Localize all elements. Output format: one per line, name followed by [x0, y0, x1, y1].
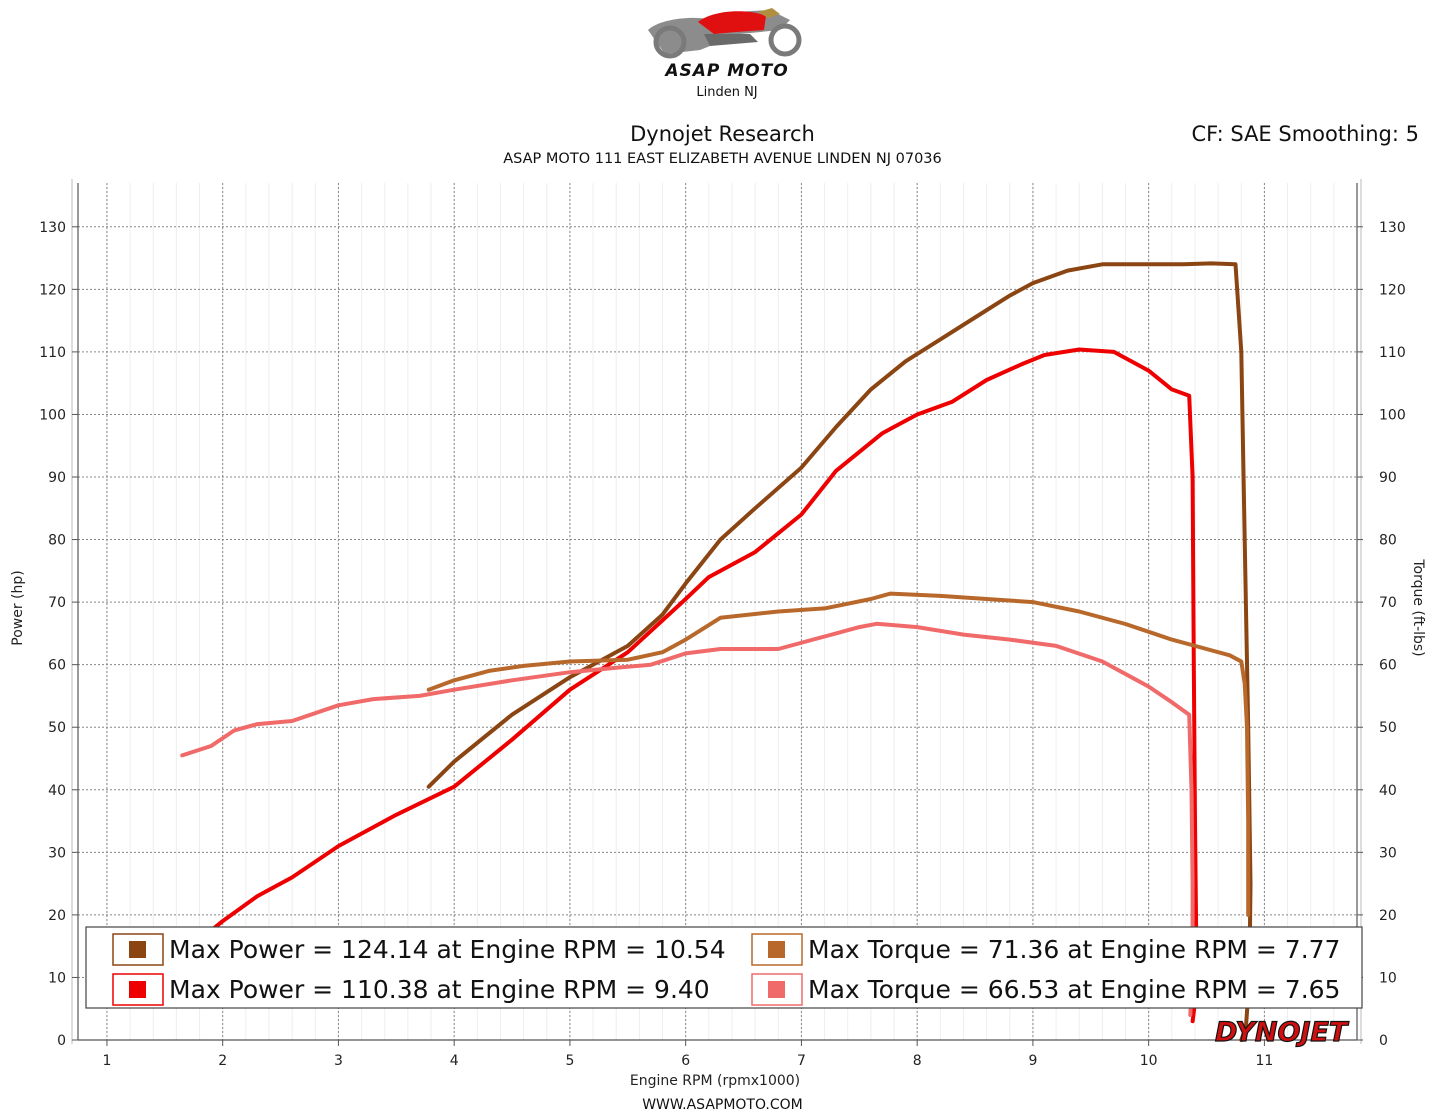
right-y-axis-label: Torque (ft-lbs) — [1410, 558, 1426, 656]
motorcycle-wrench-icon — [648, 8, 802, 59]
right-y-tick-label: 100 — [1379, 407, 1406, 423]
legend-swatch — [768, 981, 785, 998]
left-y-axis-label: Power (hp) — [10, 570, 26, 645]
plot-grid — [78, 183, 1357, 1040]
right-y-tick-label: 50 — [1379, 720, 1397, 736]
x-tick-label: 5 — [565, 1053, 574, 1069]
legend-box: Max Power = 124.14 at Engine RPM = 10.54… — [85, 926, 1363, 1009]
series-lines — [180, 261, 1253, 1042]
legend-swatch — [129, 941, 146, 958]
legend-swatch-frame — [112, 933, 164, 966]
right-y-tick-label: 60 — [1379, 658, 1397, 674]
left-y-tick-label: 60 — [48, 658, 66, 674]
left-y-tick-label: 40 — [48, 783, 66, 799]
left-y-tick-label: 100 — [39, 407, 66, 423]
footer-website: WWW.ASAPMOTO.COM — [642, 1097, 803, 1113]
x-tick-label: 2 — [218, 1053, 227, 1069]
left-y-tick-label: 0 — [57, 1033, 66, 1049]
asap-moto-logo: ASAP MOTO Linden NJ — [648, 8, 802, 100]
x-tick-label: 11 — [1255, 1053, 1273, 1069]
x-tick-label: 4 — [450, 1053, 459, 1069]
right-y-tick-label: 130 — [1379, 220, 1406, 236]
right-y-tick-label: 20 — [1379, 908, 1397, 924]
left-y-tick-label: 80 — [48, 533, 66, 549]
chart-title: Dynojet Research — [630, 122, 815, 146]
x-tick-label: 6 — [681, 1053, 690, 1069]
right-y-tick-label: 70 — [1379, 595, 1397, 611]
legend-frame — [85, 926, 1363, 1009]
chart-subtitle: ASAP MOTO 111 EAST ELIZABETH AVENUE LIND… — [503, 151, 942, 167]
right-y-tick-label: 120 — [1379, 282, 1406, 298]
legend-label: Max Power = 110.38 at Engine RPM = 9.40 — [169, 975, 710, 1004]
left-y-tick-label: 30 — [48, 845, 66, 861]
x-tick-label: 9 — [1028, 1053, 1037, 1069]
right-y-tick-label: 110 — [1379, 345, 1406, 361]
legend-label: Max Torque = 66.53 at Engine RPM = 7.65 — [808, 975, 1340, 1004]
left-y-tick-label: 120 — [39, 282, 66, 298]
legend-label: Max Torque = 71.36 at Engine RPM = 7.77 — [808, 935, 1340, 964]
right-y-tick-label: 0 — [1379, 1033, 1388, 1049]
right-y-tick-label: 90 — [1379, 470, 1397, 486]
left-y-tick-label: 50 — [48, 720, 66, 736]
left-y-tick-label: 70 — [48, 595, 66, 611]
legend-swatch — [129, 981, 146, 998]
right-y-tick-labels: 0 10 20 30 40 50 60 70 80 90 100 110 120 130 — [1379, 220, 1406, 1049]
x-tick-label: 10 — [1140, 1053, 1158, 1069]
right-y-tick-label: 30 — [1379, 845, 1397, 861]
logo-subtext: Linden NJ — [696, 85, 757, 100]
torque-run-2-line — [180, 621, 1195, 1017]
logo-text: ASAP MOTO — [663, 61, 788, 81]
x-tick-label: 1 — [102, 1053, 111, 1069]
power-run-1-line — [426, 261, 1253, 1042]
plot-area — [78, 183, 1357, 1040]
left-y-tick-label: 130 — [39, 220, 66, 236]
left-y-tick-label: 110 — [39, 345, 66, 361]
legend-swatch — [768, 941, 785, 958]
left-y-tick-label: 20 — [48, 908, 66, 924]
left-y-tick-labels: 0 10 20 30 40 50 60 70 80 90 100 110 120 130 — [39, 220, 66, 1049]
x-tick-labels: 1 2 3 4 5 6 7 8 9 10 11 — [102, 1053, 1273, 1069]
left-y-tick-label: 10 — [48, 970, 66, 986]
x-tick-label: 3 — [334, 1053, 343, 1069]
left-y-tick-label: 90 — [48, 470, 66, 486]
right-y-tick-label: 10 — [1379, 970, 1397, 986]
dynojet-watermark: DYNOJET — [1215, 1017, 1350, 1048]
plot-axes — [71, 179, 1363, 1046]
x-tick-label: 7 — [797, 1053, 806, 1069]
legend-label: Max Power = 124.14 at Engine RPM = 10.54 — [169, 935, 726, 964]
x-axis-label: Engine RPM (rpmx1000) — [630, 1073, 800, 1089]
right-y-tick-label: 80 — [1379, 533, 1397, 549]
correction-factor-label: CF: SAE Smoothing: 5 — [1191, 122, 1419, 146]
x-tick-label: 8 — [913, 1053, 922, 1069]
right-y-tick-label: 40 — [1379, 783, 1397, 799]
torque-run-1-line — [426, 591, 1251, 917]
power-run-2-line — [197, 347, 1199, 1024]
